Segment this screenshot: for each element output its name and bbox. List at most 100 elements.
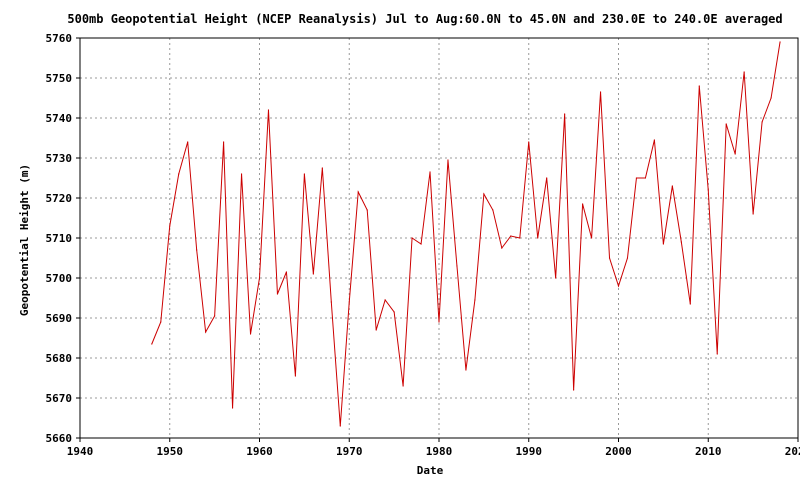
y-tick-label: 5750	[46, 72, 73, 85]
data-point	[169, 225, 171, 227]
data-point	[510, 235, 512, 237]
data-point	[626, 257, 629, 259]
y-tick-label: 5670	[46, 392, 73, 405]
data-point	[716, 353, 718, 355]
data-point	[528, 141, 530, 143]
data-point	[770, 97, 772, 99]
x-tick-label: 2000	[605, 445, 632, 458]
data-point	[303, 173, 305, 175]
data-point	[447, 159, 449, 161]
data-point	[752, 213, 754, 215]
data-point	[707, 189, 709, 191]
y-axis-label: Geopotential Height (m)	[18, 164, 31, 316]
y-tick-label: 5730	[46, 152, 73, 165]
data-point	[240, 173, 243, 175]
data-point	[644, 177, 647, 179]
data-point	[214, 315, 216, 317]
y-tick-label: 5660	[46, 432, 73, 445]
data-point	[501, 247, 503, 249]
x-tick-label: 1970	[336, 445, 363, 458]
data-point	[384, 299, 386, 301]
data-point	[635, 177, 638, 179]
data-point	[312, 273, 314, 275]
data-point	[734, 153, 736, 155]
data-point	[366, 209, 368, 211]
y-tick-label: 5720	[46, 192, 73, 205]
data-point	[420, 243, 422, 245]
data-point	[564, 113, 566, 115]
data-point	[160, 321, 162, 323]
data-point	[483, 193, 485, 195]
data-point	[429, 171, 431, 173]
x-tick-label: 1940	[67, 445, 94, 458]
data-point	[456, 265, 458, 267]
data-point	[348, 301, 350, 303]
y-tick-label: 5740	[46, 112, 73, 125]
data-point	[590, 237, 593, 239]
data-point	[267, 109, 270, 111]
data-point	[465, 369, 467, 371]
data-point	[285, 271, 288, 273]
y-tick-label: 5760	[46, 32, 73, 45]
data-point	[546, 177, 548, 179]
data-point	[582, 203, 584, 205]
data-point	[321, 167, 323, 169]
data-point	[689, 303, 691, 305]
data-point	[725, 123, 727, 125]
data-point	[151, 343, 153, 345]
grid-lines	[80, 38, 798, 438]
data-point	[178, 173, 180, 175]
data-point	[599, 91, 602, 93]
data-point	[187, 141, 189, 143]
data-point	[537, 237, 539, 239]
x-axis-ticks: 1940 1950 1960 1970 1980 1990 2000 2010 2020	[67, 438, 800, 458]
data-point	[743, 71, 745, 73]
y-tick-label: 5700	[46, 272, 73, 285]
x-tick-label: 1980	[426, 445, 453, 458]
data-point	[698, 85, 700, 87]
data-point	[357, 191, 359, 193]
data-point	[653, 139, 656, 141]
y-tick-label: 5690	[46, 312, 73, 325]
data-point	[608, 257, 611, 259]
y-axis-ticks: 5660 5670 5680 5690 5700 5710 5720 5730 5740 5750…	[46, 32, 80, 445]
data-point	[573, 389, 575, 391]
data-point	[393, 311, 395, 313]
y-tick-label: 5710	[46, 232, 73, 245]
data-point	[330, 301, 332, 303]
data-point	[438, 321, 440, 323]
data-point	[411, 237, 413, 239]
data-point	[205, 331, 207, 333]
data-point	[662, 243, 664, 245]
data-point	[196, 249, 198, 251]
chart-title: 500mb Geopotential Height (NCEP Reanalys…	[67, 12, 782, 26]
data-point	[779, 41, 781, 43]
data-point	[223, 141, 225, 143]
data-point	[671, 185, 673, 187]
data-point	[339, 425, 341, 427]
y-tick-label: 5680	[46, 352, 73, 365]
data-point	[249, 333, 252, 335]
data-point	[294, 375, 296, 377]
x-tick-label: 1990	[516, 445, 543, 458]
data-point	[402, 385, 404, 387]
data-point	[680, 241, 682, 243]
x-tick-label: 2020	[785, 445, 800, 458]
data-point	[519, 237, 521, 239]
data-point	[761, 121, 763, 123]
data-point	[375, 329, 377, 331]
x-tick-label: 1960	[246, 445, 273, 458]
data-point	[276, 293, 279, 295]
x-tick-label: 2010	[695, 445, 722, 458]
data-point	[617, 285, 620, 287]
data-point	[555, 277, 557, 279]
data-point	[258, 277, 261, 279]
x-tick-label: 1950	[157, 445, 184, 458]
data-point	[492, 209, 494, 211]
x-axis-label: Date	[417, 464, 444, 477]
series-layer	[151, 41, 781, 427]
data-point	[474, 299, 476, 301]
data-point	[231, 407, 234, 409]
